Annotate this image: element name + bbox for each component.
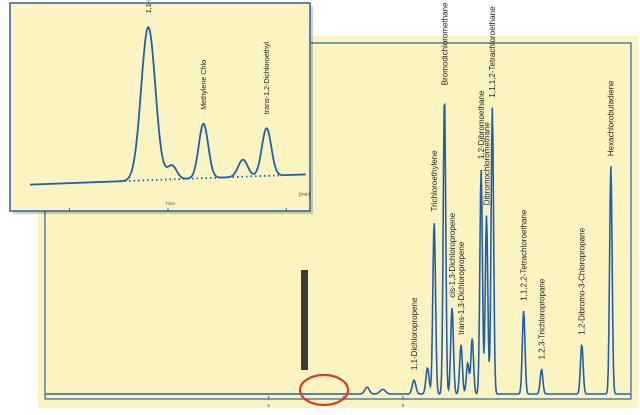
inset-peak-labels: 1,1-Dichloroethyle Methylene Chlo trans-1,… — [144, 0, 271, 114]
peak-label: Methylene Chlo — [199, 60, 208, 110]
peak-label: 1,2,3-Trichloropropane — [537, 278, 546, 359]
inset-x-axis-label: Time — [165, 201, 175, 206]
peak-label: 1,1-Dichloropropene — [410, 297, 419, 370]
scale-bar — [301, 270, 308, 370]
peak-label: cis-1,3-Dichloropropene — [448, 212, 457, 297]
peak-label: 1,1,1,2-Tetrachloroethane — [488, 6, 497, 98]
peak-label: 1,2-Dibromoethane — [477, 90, 486, 159]
main-peak-labels: 1,1-Dichloropropene Trichloroethylene cis-… — [410, 2, 616, 370]
peak-label: 1,1,2,2-Tetrachloroethane — [519, 209, 528, 301]
peak-label: 1,2-Dibromo-3-Chloropropane — [578, 227, 587, 334]
peak-label: trans-1,2-Dichloroethyl — [262, 42, 271, 115]
x-tick-label: 5 — [267, 403, 270, 408]
main-plot-frame — [44, 42, 632, 400]
inset-baseline-dotted — [93, 174, 291, 184]
peak-label: Bromodichloromethane — [440, 2, 449, 85]
inset-trace-line — [29, 26, 307, 186]
inset-x-unit-label: [min] — [299, 192, 310, 198]
highlight-circle — [298, 373, 350, 407]
peak-label: 1,1-Dichloroethyle — [144, 0, 153, 13]
peak-label: Hexachlorobutadiene — [607, 80, 616, 156]
peak-label: Trichloroethylene — [430, 150, 439, 212]
inset-x-ticks — [68, 208, 287, 211]
main-trace-line — [45, 102, 631, 395]
peak-label: trans-1,3-Dichloropropene — [457, 241, 466, 334]
inset-chart-panel: 1,1-Dichloroethyle Methylene Chlo trans-1,… — [9, 0, 313, 214]
peak-label: Dibromochloromethane — [482, 122, 491, 206]
x-tick-label: 8 — [402, 403, 405, 408]
inset-plot-frame — [9, 2, 311, 212]
